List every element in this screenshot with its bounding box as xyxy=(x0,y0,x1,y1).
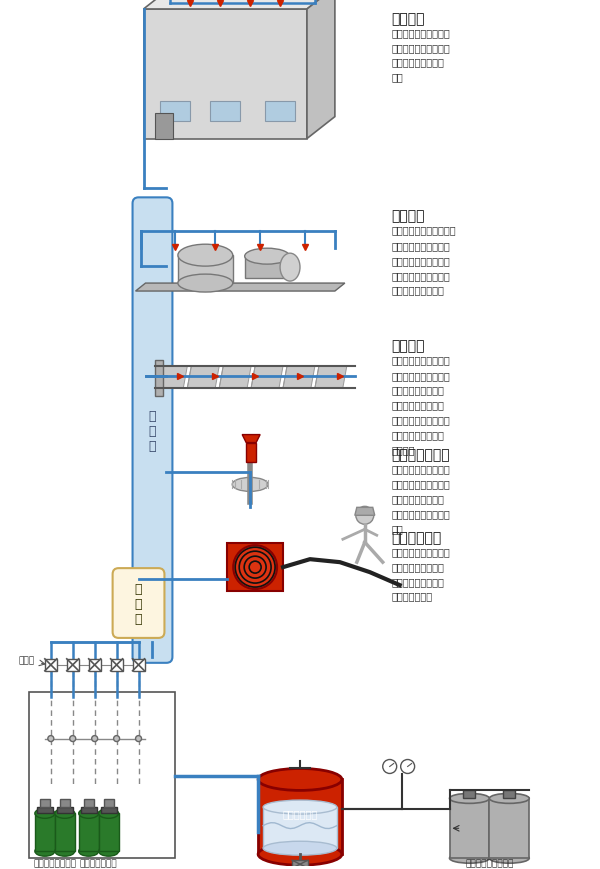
Circle shape xyxy=(356,507,374,525)
Bar xyxy=(227,544,283,592)
Ellipse shape xyxy=(55,846,75,856)
Text: 固
定
式: 固 定 式 xyxy=(149,409,156,452)
Polygon shape xyxy=(136,284,345,292)
Bar xyxy=(263,807,337,848)
Bar xyxy=(45,659,57,671)
Text: 固定されたノズルから
閉鎖された空間全体に
消火薬剤を放出しま
す。: 固定されたノズルから 閉鎖された空間全体に 消火薬剤を放出しま す。 xyxy=(392,28,451,83)
Text: 移
動
式: 移 動 式 xyxy=(135,582,142,625)
Text: 全域放出: 全域放出 xyxy=(392,12,425,26)
Bar xyxy=(265,102,295,122)
Text: 手動または遠隔操作で
ノズルの筒先を移動さ
せて防護対象物に向
け消火薬剤を放出しま
す。: 手動または遠隔操作で ノズルの筒先を移動さ せて防護対象物に向 け消火薬剤を放出… xyxy=(392,464,451,533)
Text: （タンクサイド方式）: （タンクサイド方式） xyxy=(392,355,451,364)
Bar xyxy=(258,779,342,854)
Polygon shape xyxy=(155,367,187,388)
Bar xyxy=(67,659,79,671)
Circle shape xyxy=(233,546,277,589)
Polygon shape xyxy=(143,10,307,139)
Text: 容器弁ソレノイド: 容器弁ソレノイド xyxy=(34,859,76,867)
Ellipse shape xyxy=(490,853,529,863)
Ellipse shape xyxy=(280,254,300,282)
Text: 固定されたノズルから
防護対象物とその周囲
を包含するように消火
薬剤を放出します。: 固定されたノズルから 防護対象物とその周囲 を包含するように消火 薬剤を放出しま… xyxy=(392,241,451,295)
Ellipse shape xyxy=(258,843,342,866)
Text: 粉末貯蔵容器: 粉末貯蔵容器 xyxy=(283,808,317,818)
Ellipse shape xyxy=(55,808,75,819)
Bar xyxy=(449,799,490,859)
Text: モニターノズル: モニターノズル xyxy=(392,448,451,462)
Bar xyxy=(178,255,233,284)
Bar xyxy=(35,813,55,852)
Ellipse shape xyxy=(98,808,119,819)
Circle shape xyxy=(383,760,397,773)
Bar xyxy=(37,807,53,813)
Polygon shape xyxy=(315,367,347,388)
Ellipse shape xyxy=(449,793,490,804)
Bar xyxy=(40,799,50,807)
Text: 起動用ガス容器: 起動用ガス容器 xyxy=(80,859,118,867)
Bar xyxy=(490,799,529,859)
Ellipse shape xyxy=(79,808,98,819)
Circle shape xyxy=(92,736,98,742)
Polygon shape xyxy=(292,860,308,868)
Bar xyxy=(155,114,173,139)
Ellipse shape xyxy=(232,478,268,492)
Ellipse shape xyxy=(178,245,233,267)
Bar xyxy=(246,443,256,463)
Ellipse shape xyxy=(490,793,529,804)
Text: ホースリール: ホースリール xyxy=(392,531,442,545)
Bar xyxy=(81,807,97,813)
Polygon shape xyxy=(242,435,260,443)
Polygon shape xyxy=(307,0,335,139)
Text: 上面開放タンクなどの
側面に設けたノズル
から火災面とその周
囲を包含するように水
平に消火薬剤を放出
します。: 上面開放タンクなどの 側面に設けたノズル から火災面とその周 囲を包含するように… xyxy=(392,370,451,454)
FancyBboxPatch shape xyxy=(133,198,172,663)
Bar xyxy=(503,791,515,799)
Ellipse shape xyxy=(263,800,337,814)
Polygon shape xyxy=(251,367,283,388)
Polygon shape xyxy=(155,361,163,396)
Ellipse shape xyxy=(35,808,55,819)
Text: 加圧用窒素ガス容器: 加圧用窒素ガス容器 xyxy=(465,859,514,867)
Bar xyxy=(60,799,70,807)
FancyBboxPatch shape xyxy=(113,568,164,638)
Bar xyxy=(463,791,475,799)
Bar xyxy=(245,257,290,279)
Bar xyxy=(57,807,73,813)
Ellipse shape xyxy=(263,841,337,855)
Polygon shape xyxy=(355,507,375,515)
Circle shape xyxy=(401,760,415,773)
Polygon shape xyxy=(187,367,219,388)
Bar xyxy=(101,807,116,813)
Text: 選択弁: 選択弁 xyxy=(19,655,35,665)
Bar xyxy=(79,813,98,852)
Bar xyxy=(210,102,240,122)
Polygon shape xyxy=(143,0,335,10)
Text: 局所放出: 局所放出 xyxy=(392,339,425,353)
Circle shape xyxy=(113,736,119,742)
Bar xyxy=(89,659,101,671)
Ellipse shape xyxy=(449,853,490,863)
Text: 局所放出: 局所放出 xyxy=(392,209,425,223)
Ellipse shape xyxy=(245,249,290,265)
Bar xyxy=(29,692,175,859)
Text: ホース先端のノズルを
人が操作して防護対
象物に向け消火薬剤
を放出します。: ホース先端のノズルを 人が操作して防護対 象物に向け消火薬剤 を放出します。 xyxy=(392,547,451,601)
Ellipse shape xyxy=(178,275,233,293)
Bar xyxy=(160,102,190,122)
Polygon shape xyxy=(283,367,315,388)
Circle shape xyxy=(70,736,76,742)
Ellipse shape xyxy=(35,846,55,856)
Bar xyxy=(98,813,119,852)
Polygon shape xyxy=(219,367,251,388)
Bar xyxy=(104,799,113,807)
Ellipse shape xyxy=(98,846,119,856)
Bar xyxy=(133,659,145,671)
Circle shape xyxy=(136,736,142,742)
Text: （オーバーヘッド方式）: （オーバーヘッド方式） xyxy=(392,225,457,235)
Ellipse shape xyxy=(258,768,342,791)
Circle shape xyxy=(48,736,54,742)
Bar xyxy=(55,813,75,852)
Ellipse shape xyxy=(79,846,98,856)
Bar xyxy=(110,659,122,671)
Bar xyxy=(84,799,94,807)
